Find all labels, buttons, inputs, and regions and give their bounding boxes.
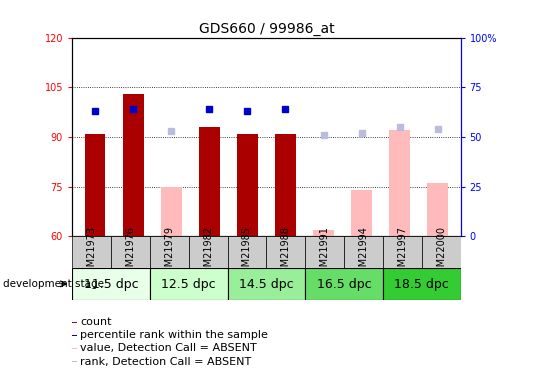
Text: GSM21994: GSM21994 bbox=[359, 226, 369, 279]
Bar bbox=[422, 236, 461, 268]
Bar bbox=[150, 268, 228, 300]
Bar bbox=[199, 127, 220, 236]
Text: value, Detection Call = ABSENT: value, Detection Call = ABSENT bbox=[80, 344, 258, 354]
Bar bbox=[275, 134, 296, 236]
Bar bbox=[266, 236, 305, 268]
Bar bbox=[72, 361, 77, 362]
Bar bbox=[383, 236, 422, 268]
Text: 12.5 dpc: 12.5 dpc bbox=[162, 278, 216, 291]
Text: count: count bbox=[80, 317, 112, 327]
Bar bbox=[389, 130, 410, 236]
Bar bbox=[161, 187, 181, 236]
Bar bbox=[383, 268, 461, 300]
Text: 11.5 dpc: 11.5 dpc bbox=[84, 278, 138, 291]
Bar bbox=[228, 268, 305, 300]
Bar bbox=[237, 134, 258, 236]
Bar bbox=[111, 236, 150, 268]
Text: GSM21982: GSM21982 bbox=[203, 226, 213, 279]
Text: GSM21988: GSM21988 bbox=[281, 226, 291, 279]
Bar bbox=[150, 236, 189, 268]
Bar bbox=[72, 236, 111, 268]
Text: GSM22000: GSM22000 bbox=[436, 226, 446, 279]
Text: 14.5 dpc: 14.5 dpc bbox=[239, 278, 294, 291]
Bar bbox=[351, 190, 372, 236]
Text: development stage: development stage bbox=[3, 279, 104, 289]
Bar bbox=[305, 268, 383, 300]
Bar bbox=[305, 236, 344, 268]
Bar bbox=[72, 348, 77, 349]
Text: GSM21985: GSM21985 bbox=[242, 226, 252, 279]
Text: GSM21979: GSM21979 bbox=[164, 226, 174, 279]
Bar bbox=[72, 335, 77, 336]
Bar bbox=[72, 268, 150, 300]
Bar bbox=[427, 183, 448, 236]
Text: GSM21973: GSM21973 bbox=[87, 226, 97, 279]
Text: 16.5 dpc: 16.5 dpc bbox=[317, 278, 371, 291]
Bar bbox=[84, 134, 105, 236]
Text: percentile rank within the sample: percentile rank within the sample bbox=[80, 330, 269, 340]
Title: GDS660 / 99986_at: GDS660 / 99986_at bbox=[199, 22, 334, 36]
Bar bbox=[72, 321, 77, 322]
Bar bbox=[189, 236, 228, 268]
Bar bbox=[123, 94, 144, 236]
Bar bbox=[313, 230, 334, 236]
Text: 18.5 dpc: 18.5 dpc bbox=[395, 278, 449, 291]
Text: GSM21976: GSM21976 bbox=[125, 226, 135, 279]
Bar bbox=[344, 236, 383, 268]
Text: GSM21997: GSM21997 bbox=[397, 226, 407, 279]
Text: GSM21991: GSM21991 bbox=[320, 226, 330, 279]
Bar bbox=[228, 236, 266, 268]
Text: rank, Detection Call = ABSENT: rank, Detection Call = ABSENT bbox=[80, 357, 252, 367]
